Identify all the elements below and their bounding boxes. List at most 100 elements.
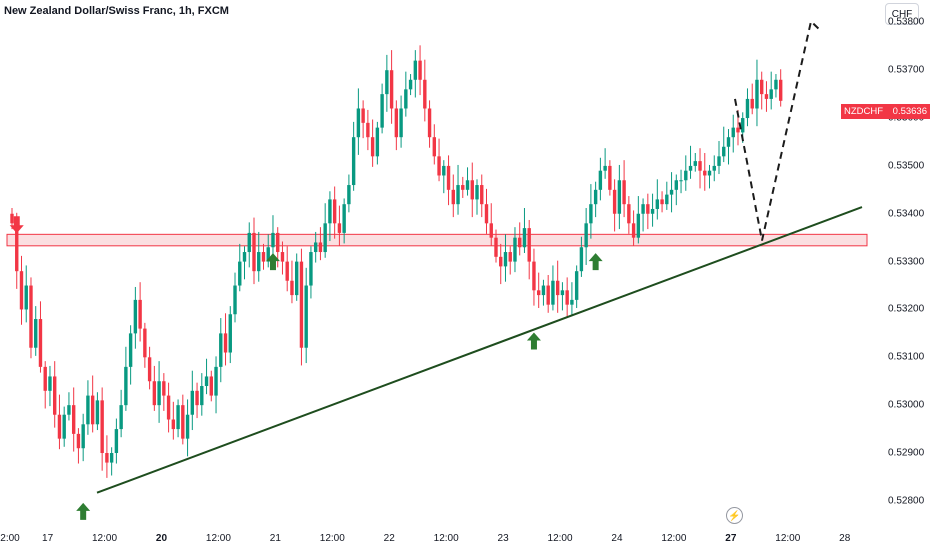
candle-body (617, 180, 622, 214)
x-tick-label: 22 (383, 533, 395, 544)
candle-body (726, 137, 731, 147)
candle-body (105, 453, 109, 463)
candle-body (442, 165, 446, 176)
candle-body (361, 108, 365, 123)
candle-body (688, 165, 693, 171)
candle-body (456, 185, 460, 205)
candle-body (636, 213, 641, 238)
candle-body (290, 280, 294, 296)
candle-body (418, 60, 422, 80)
candle-body (370, 137, 375, 157)
candle-body (494, 237, 498, 257)
candle-body (181, 405, 185, 439)
candle-body (736, 127, 740, 133)
candle-body (219, 333, 223, 367)
up-arrow-icon (526, 332, 541, 350)
candle-body (627, 204, 631, 224)
candle-body (280, 252, 285, 262)
candle-body (522, 228, 527, 248)
candle-body (347, 185, 351, 205)
candle-body (570, 299, 574, 305)
candle-body (318, 242, 323, 253)
resistance-zone (6, 233, 868, 247)
candle-body (285, 261, 289, 281)
candle-body (536, 290, 541, 296)
candle-body (584, 223, 588, 248)
x-tick-label: 21 (269, 533, 281, 544)
candle-body (266, 247, 270, 262)
candle-body (484, 204, 489, 224)
candle-body (750, 98, 754, 109)
candle-body (755, 79, 759, 109)
candle-body (385, 70, 389, 95)
chart-title: New Zealand Dollar/Swiss Franc, 1h, FXCM (4, 5, 229, 17)
candle-body (119, 405, 123, 430)
x-tick-label: 12:00 (319, 533, 345, 544)
candle-body (703, 170, 707, 176)
y-tick-label: 0.53800 (888, 16, 925, 28)
candle-body (109, 453, 114, 463)
x-tick-label: 12:00 (661, 533, 687, 544)
candle-body (366, 122, 370, 138)
x-tick-label: 12:00 (205, 533, 231, 544)
candle-body (631, 223, 636, 238)
price-badge-value: 0.53636 (892, 106, 927, 117)
candle-body (665, 194, 669, 205)
candle-body (128, 333, 133, 367)
candle-body (313, 242, 318, 253)
candle-body (124, 366, 128, 406)
projection-path (734, 19, 823, 241)
candle-body (404, 89, 408, 109)
candle-body (669, 189, 674, 195)
candle-body (722, 146, 726, 157)
x-tick-label: 17 (42, 533, 54, 544)
candle-body (764, 94, 769, 99)
x-tick-label: 28 (839, 533, 851, 544)
price-axis[interactable]: 0.538000.537000.536000.535000.534000.533… (876, 0, 932, 520)
candle-body (185, 414, 190, 439)
x-tick-label: 27 (725, 533, 737, 544)
candle-body (171, 419, 176, 430)
candle-body (593, 189, 598, 205)
y-tick-label: 0.53200 (888, 303, 925, 315)
candle-body (475, 185, 479, 200)
candle-body (660, 199, 664, 205)
candle-body (612, 189, 617, 214)
candle-body (328, 199, 332, 224)
candle-body (546, 285, 550, 305)
up-arrow-icon (265, 253, 280, 271)
candle-body (684, 170, 688, 181)
candle-body (394, 108, 399, 138)
x-tick-label: 24 (611, 533, 623, 544)
x-tick-label: 12:00 (433, 533, 459, 544)
candle-body (257, 252, 261, 272)
time-axis[interactable]: 2:00 17 12:00 20 12:00 21 12:00 22 12:00 23 12:00 2… (0, 527, 876, 550)
candle-body (551, 280, 555, 305)
price-chart[interactable] (0, 0, 876, 527)
currency-button[interactable]: CHF (885, 3, 919, 25)
candle-body (674, 180, 678, 190)
candle-body (157, 381, 161, 406)
tradingview-logo-icon[interactable]: ⚡ (726, 507, 743, 524)
candle-body (95, 400, 100, 425)
candle-body (133, 299, 138, 334)
candle-body (195, 390, 199, 406)
candle-body (162, 381, 166, 396)
candle-body (503, 252, 508, 267)
candle-body (86, 395, 90, 425)
candle-body (527, 228, 531, 262)
candle-body (565, 290, 569, 305)
candle-body (53, 376, 57, 415)
candle-body (741, 118, 745, 133)
candle-body (81, 424, 85, 449)
candle-body (152, 381, 157, 406)
candle-body (15, 223, 19, 272)
candle-body (90, 395, 95, 425)
candle-body (693, 161, 697, 166)
candle-body (295, 261, 299, 296)
y-tick-label: 0.53000 (888, 399, 925, 411)
up-arrow-icon (76, 502, 91, 520)
y-tick-label: 0.53700 (888, 64, 925, 76)
candle-body (261, 252, 266, 262)
candle-body (276, 232, 280, 253)
